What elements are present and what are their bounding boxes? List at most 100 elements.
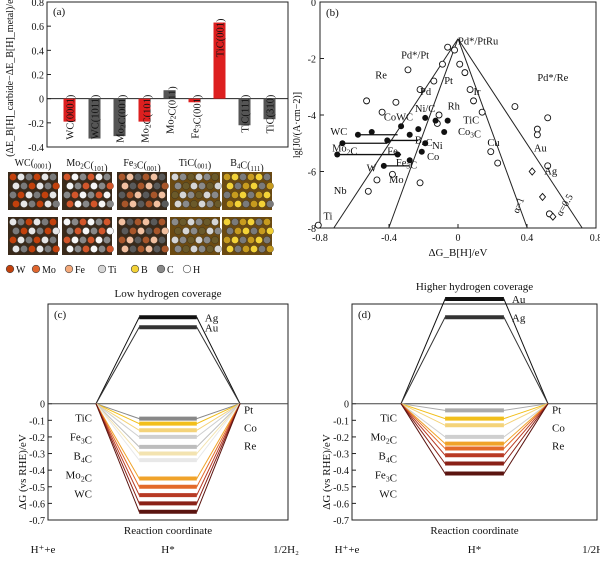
top-label: Au	[205, 322, 219, 334]
atom	[153, 200, 161, 208]
y-tick-label: -0.5	[333, 483, 349, 494]
atom	[247, 191, 255, 199]
y-tick-label: -0.7	[333, 516, 349, 527]
point-label: Mo	[389, 175, 404, 186]
category-label: WC(0001)	[66, 94, 77, 139]
left-label: Fe3C	[375, 470, 397, 485]
atom	[25, 218, 33, 226]
atom	[106, 245, 114, 253]
atom	[171, 173, 179, 181]
x-axis-label: Reaction coordinate	[124, 525, 212, 537]
atom	[134, 173, 142, 181]
atom	[223, 191, 231, 199]
atom	[258, 182, 266, 190]
atom	[28, 182, 36, 190]
atom	[126, 173, 134, 181]
legend-label: Mo	[42, 265, 56, 276]
atom	[239, 173, 247, 181]
atom	[33, 236, 41, 244]
y-tick-label: -0.7	[29, 516, 45, 527]
y-tick-label: -4	[308, 111, 316, 122]
atom	[234, 227, 242, 235]
point-label: Ag	[544, 166, 558, 177]
atom	[52, 182, 60, 190]
atom	[214, 182, 222, 190]
bar	[88, 98, 101, 139]
open-point	[392, 98, 400, 106]
atom	[79, 218, 87, 226]
atom	[17, 173, 25, 181]
bar	[163, 90, 176, 99]
atom	[158, 191, 166, 199]
atom	[95, 218, 103, 226]
point-label: Pd*/PtRu	[458, 36, 499, 47]
atom	[247, 218, 255, 226]
legend-swatch	[5, 264, 15, 274]
atom	[98, 227, 106, 235]
atom	[198, 182, 206, 190]
atom	[145, 245, 153, 253]
atom	[234, 200, 242, 208]
atom	[174, 227, 182, 235]
filled-point	[380, 162, 387, 169]
point-label: Cu	[487, 138, 500, 149]
atom	[142, 173, 150, 181]
atom	[182, 182, 190, 190]
atom	[44, 200, 52, 208]
open-point	[511, 103, 519, 110]
filled-point	[398, 123, 405, 130]
atom	[28, 227, 36, 235]
atom	[137, 245, 145, 253]
open-point	[487, 148, 495, 156]
atom	[195, 218, 203, 226]
structure-image	[62, 217, 114, 255]
filled-point	[394, 151, 401, 158]
atom	[134, 236, 142, 244]
panel-label: (c)	[54, 309, 67, 321]
atom	[126, 236, 134, 244]
point-label: CoWC	[384, 113, 413, 124]
atom	[250, 245, 258, 253]
x-tick-label: 0.4	[521, 233, 534, 244]
y-tick-label: -0.2	[28, 119, 44, 130]
atom	[179, 173, 187, 181]
atom	[247, 173, 255, 181]
structure-image	[170, 172, 222, 210]
atom	[129, 245, 137, 253]
atom	[87, 173, 95, 181]
atom	[17, 191, 25, 199]
atom	[129, 227, 137, 235]
atom	[250, 182, 258, 190]
atom	[66, 200, 74, 208]
series-line	[95, 316, 241, 404]
atom	[20, 182, 28, 190]
open-point	[378, 108, 386, 116]
x-tick-label: 0	[456, 233, 461, 244]
atom	[126, 218, 134, 226]
y-tick-label: 0	[39, 95, 44, 106]
atom	[198, 227, 206, 235]
atom	[36, 200, 44, 208]
atom	[82, 200, 90, 208]
atom	[25, 173, 33, 181]
x-axis-label: Reaction coordinate	[430, 525, 518, 537]
atom	[247, 236, 255, 244]
atom	[263, 191, 271, 199]
structure-label: WC(0001)	[15, 158, 52, 172]
atom	[150, 191, 158, 199]
atom	[12, 200, 20, 208]
left-label: TiC	[380, 413, 397, 425]
atom	[145, 200, 153, 208]
point-label: Fe	[387, 147, 398, 158]
atom	[150, 218, 158, 226]
atom	[36, 245, 44, 253]
atom	[79, 236, 87, 244]
y-axis-label: ΔG (vs RHE)/eV	[17, 434, 29, 510]
atom	[174, 182, 182, 190]
atom	[198, 245, 206, 253]
legend-label: Ti	[108, 265, 117, 276]
structure-label: Fe3C(001)	[123, 158, 160, 174]
atom	[87, 236, 95, 244]
atom	[103, 236, 111, 244]
